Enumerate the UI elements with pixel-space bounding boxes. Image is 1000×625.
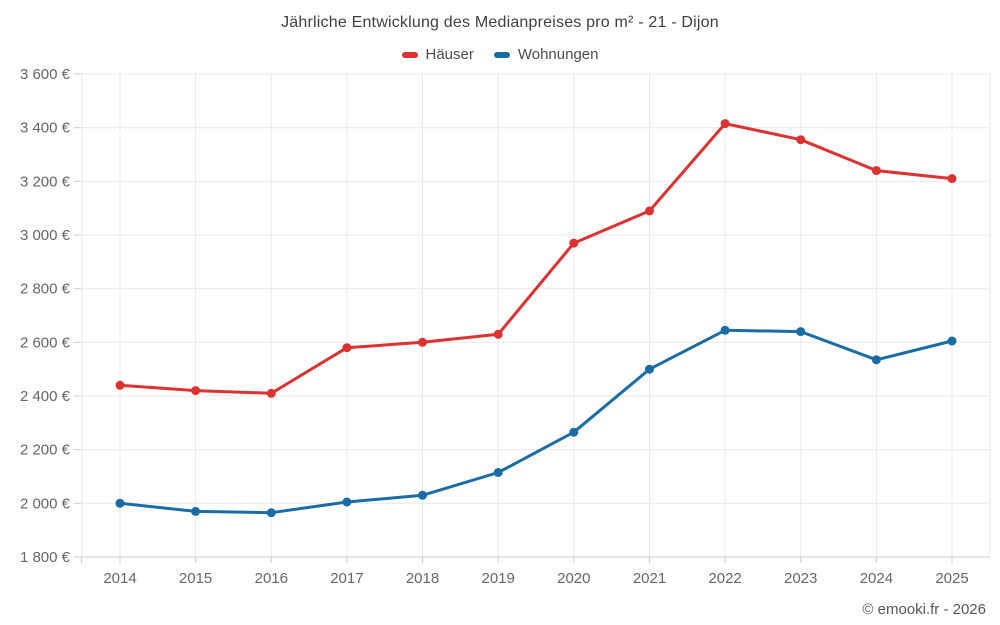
legend-label-hauser: Häuser [425,46,474,63]
x-axis-label: 2019 [482,570,515,587]
data-point-wohnungen-2022[interactable] [720,325,730,335]
x-axis-label: 2016 [255,570,288,587]
chart-legend: Häuser Wohnungen [0,46,1000,63]
x-axis-label: 2017 [330,570,363,587]
data-point-wohnungen-2020[interactable] [569,427,579,437]
data-point-hauser-2015[interactable] [191,386,201,396]
data-point-hauser-2023[interactable] [796,135,806,145]
series-line-wohnungen [118,328,954,515]
x-axis-label: 2020 [557,570,590,587]
data-point-hauser-2022[interactable] [720,119,730,129]
legend-item-wohnungen[interactable]: Wohnungen [493,46,599,63]
y-axis-label: 2 200 € [20,442,71,459]
y-axis-label: 2 000 € [20,495,71,512]
x-axis-label: 2021 [633,570,666,587]
data-point-wohnungen-2021[interactable] [645,364,654,374]
data-point-hauser-2021[interactable] [645,206,654,216]
data-point-hauser-2019[interactable] [493,329,503,339]
data-point-wohnungen-2024[interactable] [871,355,881,365]
legend-label-wohnungen: Wohnungen [517,46,599,63]
y-axis-label: 1 800 € [20,549,71,566]
hauser-series-swatch-icon [401,51,418,58]
wohnungen-series-swatch-icon [493,51,510,58]
y-axis-label: 3 400 € [20,120,71,137]
data-point-wohnungen-2015[interactable] [191,506,201,516]
x-axis-label: 2022 [708,570,741,587]
data-point-hauser-2018[interactable] [418,337,427,347]
x-axis-label: 2015 [179,570,212,587]
y-axis-label: 2 800 € [20,281,71,298]
y-axis-label: 3 600 € [20,66,71,83]
x-axis-label: 2025 [935,570,968,587]
x-axis-label: 2024 [860,570,893,587]
data-point-hauser-2024[interactable] [871,166,881,176]
chart-title: Jährliche Entwicklung des Medianpreises … [281,14,719,31]
y-axis-label: 2 400 € [20,388,71,405]
data-point-hauser-2020[interactable] [569,238,579,248]
y-axis-label: 3 000 € [20,227,71,244]
data-point-wohnungen-2018[interactable] [418,490,427,500]
data-point-hauser-2025[interactable] [947,174,957,184]
data-point-wohnungen-2019[interactable] [493,468,503,477]
y-axis-label: 2 600 € [20,334,71,351]
y-axis-label: 3 200 € [20,173,71,190]
data-point-hauser-2016[interactable] [266,388,276,398]
data-point-wohnungen-2023[interactable] [796,327,806,337]
x-axis-label: 2018 [406,570,439,587]
data-point-wohnungen-2016[interactable] [266,508,276,518]
series-line-hauser [118,122,954,395]
data-point-wohnungen-2017[interactable] [342,497,352,507]
data-point-hauser-2014[interactable] [115,380,125,390]
copyright-footer: © emooki.fr - 2026 [862,601,986,618]
data-point-wohnungen-2014[interactable] [115,498,125,508]
x-axis-label: 2014 [103,570,136,587]
data-point-wohnungen-2025[interactable] [947,336,957,346]
legend-item-hauser[interactable]: Häuser [401,46,474,63]
x-axis-label: 2023 [784,570,817,587]
data-point-hauser-2017[interactable] [342,343,352,353]
